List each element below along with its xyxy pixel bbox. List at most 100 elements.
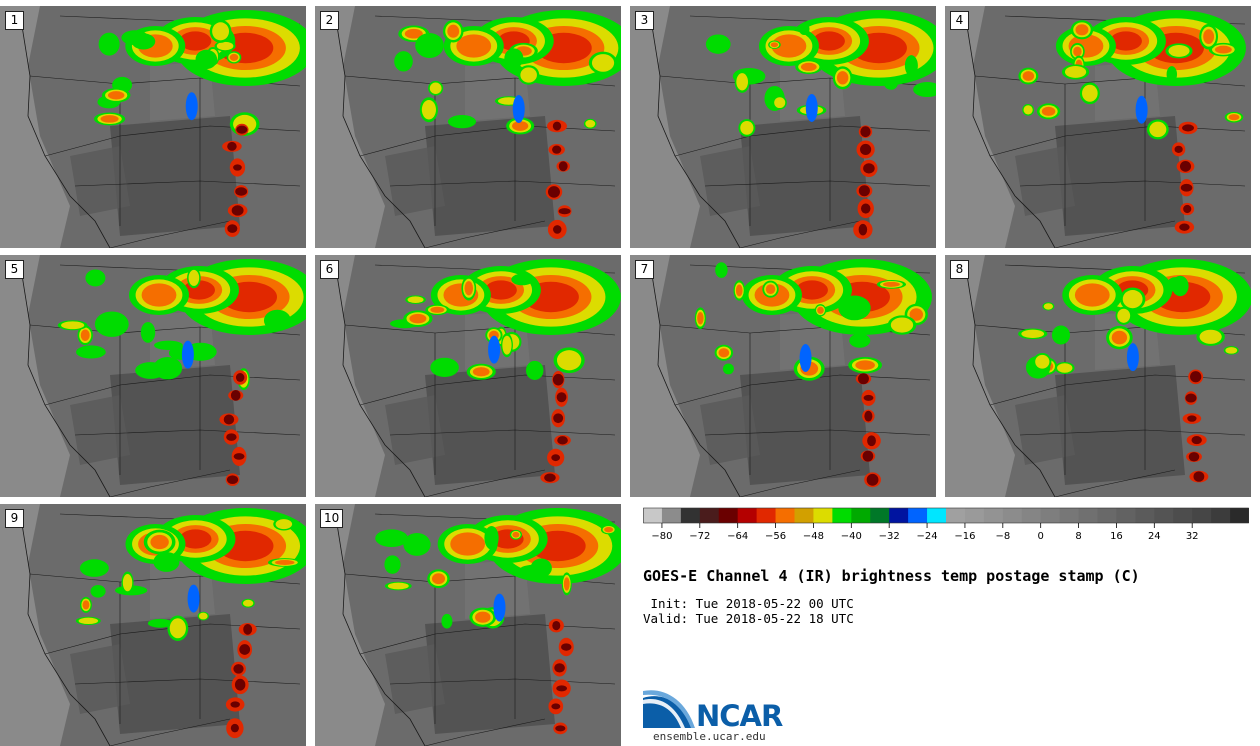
postage-stamp-4[interactable]: 4 <box>945 6 1251 248</box>
ncar-swoosh-icon <box>643 690 695 728</box>
postage-stamp-5[interactable]: 5 <box>0 255 306 497</box>
colorbar-tick-label: −72 <box>689 531 710 542</box>
cold-cloud-patch <box>805 93 818 122</box>
colorbar-swatch <box>1135 508 1155 523</box>
storm-core <box>1179 161 1192 172</box>
cloud-blob <box>94 311 129 337</box>
stamp-number-label: 3 <box>635 11 654 30</box>
colorbar-tick-label: 8 <box>1075 531 1081 542</box>
cloud-blob <box>697 311 704 325</box>
cold-cloud-patch <box>799 344 812 373</box>
colorbar-swatch <box>1116 508 1136 523</box>
storm-core <box>863 163 875 174</box>
colorbar-swatch <box>1192 508 1212 523</box>
basin-shading <box>1015 395 1075 465</box>
cloud-blob <box>705 34 731 54</box>
stamp-number-label: 9 <box>5 509 24 528</box>
basin-shading <box>1055 116 1185 236</box>
cold-cloud-patch <box>185 92 198 121</box>
ocean-region <box>0 504 70 746</box>
cloud-blob <box>107 91 125 100</box>
cloud-blob <box>275 559 295 565</box>
postage-stamp-3[interactable]: 3 <box>630 6 936 248</box>
ncar-logo[interactable]: NCAR ensemble.ucar.edu <box>643 688 803 746</box>
cloud-blob <box>882 281 900 287</box>
colorbar-tick-label: 0 <box>1038 531 1044 542</box>
cloud-blob <box>122 573 133 592</box>
colorbar-swatch <box>851 508 871 523</box>
basin-shading <box>425 614 555 734</box>
postage-stamp-9[interactable]: 9 <box>0 504 306 746</box>
cloud-blob <box>1168 45 1190 57</box>
cloud-blob <box>904 55 918 77</box>
cloud-blob <box>384 555 401 574</box>
cloud-blob <box>913 82 936 98</box>
state-border <box>989 125 1246 157</box>
cloud-blob <box>394 51 413 72</box>
colorbar-frame <box>643 507 1249 524</box>
basin-shading <box>1015 146 1075 216</box>
cloud-blob <box>520 67 537 83</box>
basin-shading <box>425 116 555 236</box>
cloud-blob <box>774 97 786 109</box>
ocean-region <box>630 255 700 497</box>
cloud-blob <box>229 53 239 61</box>
storm-core <box>1190 371 1202 383</box>
cold-cloud-patch <box>512 95 525 124</box>
postage-stamp-7[interactable]: 7 <box>630 255 936 497</box>
storm-core <box>553 413 564 424</box>
cold-cloud-patch <box>488 335 501 364</box>
cloud-blob <box>464 281 474 296</box>
state-border <box>1019 180 1246 187</box>
storm-core <box>231 205 244 216</box>
cloud-blob <box>78 617 99 625</box>
state-border <box>389 678 616 685</box>
border-line <box>109 718 231 746</box>
postage-stamp-1[interactable]: 1 <box>0 6 306 248</box>
colorbar-swatch <box>1173 508 1193 523</box>
cloud-blob <box>884 77 898 90</box>
storm-core <box>1180 183 1193 192</box>
state-border <box>674 125 931 157</box>
ir-map <box>315 255 621 497</box>
cloud-blob <box>909 308 924 321</box>
storm-core <box>1188 452 1200 462</box>
cloud-blob <box>216 41 234 51</box>
postage-stamp-2[interactable]: 2 <box>315 6 621 248</box>
cloud-blob <box>275 519 293 530</box>
state-border <box>359 125 616 157</box>
state-border <box>359 623 616 655</box>
ir-map <box>315 504 621 746</box>
cloud-blob <box>836 71 849 85</box>
cloud-blob <box>188 269 200 286</box>
colorbar-swatch <box>964 508 985 523</box>
cloud-blob <box>430 357 459 378</box>
cloud-blob <box>169 618 186 639</box>
state-border <box>74 429 301 436</box>
cloud-blob <box>502 335 512 355</box>
cloud-blob <box>1064 66 1087 78</box>
cloud-blob <box>1166 277 1185 292</box>
storm-core <box>553 225 562 234</box>
basin-shading <box>740 116 870 236</box>
postage-stamp-10[interactable]: 10 <box>315 504 621 746</box>
postage-stamp-6[interactable]: 6 <box>315 255 621 497</box>
cloud-blob <box>1073 46 1082 57</box>
cloud-blob <box>591 54 615 72</box>
colorbar-swatch <box>983 508 1004 523</box>
stamp-number-label: 10 <box>320 509 344 528</box>
cold-cloud-patch <box>493 593 506 622</box>
colorbar-swatch <box>699 508 720 523</box>
basin-shading <box>110 614 240 734</box>
storm-core <box>867 435 876 447</box>
state-border <box>74 678 301 685</box>
cloud-blob <box>735 284 743 297</box>
stamp-number-label: 2 <box>320 11 339 30</box>
site-url[interactable]: ensemble.ucar.edu <box>653 730 766 743</box>
postage-stamp-8[interactable]: 8 <box>945 255 1251 497</box>
storm-core <box>227 224 238 233</box>
colorbar-swatch <box>870 508 890 523</box>
cloud-blob <box>263 309 291 332</box>
basin-shading <box>70 395 130 465</box>
cloud-blob <box>447 115 477 129</box>
